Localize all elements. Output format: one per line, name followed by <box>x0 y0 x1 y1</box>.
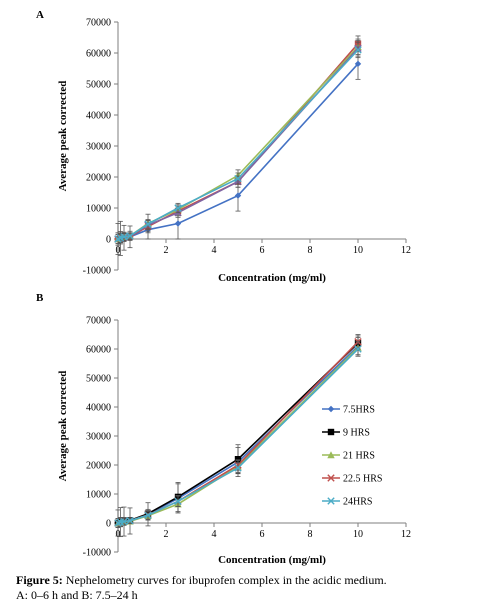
data-point <box>234 464 242 472</box>
data-point <box>174 497 182 505</box>
x-tick-label: 12 <box>401 529 411 540</box>
legend-item: 9 HRS <box>322 428 370 439</box>
x-tick-label: 12 <box>401 245 411 256</box>
series-line <box>117 347 359 524</box>
y-axis-title: Average peak corrected <box>57 81 69 192</box>
y-tick-label: -10000 <box>83 266 111 277</box>
data-point <box>354 60 362 68</box>
x-tick-label: 6 <box>260 529 265 540</box>
x-tick-label: 4 <box>212 245 217 256</box>
series-line <box>117 345 359 524</box>
y-tick-label: 60000 <box>86 345 111 356</box>
legend-label: 7.5HRS <box>343 405 375 416</box>
data-point <box>144 511 152 519</box>
series-2 <box>114 35 362 245</box>
legend-label: 21 HRS <box>343 451 375 462</box>
x-tick-label: 10 <box>353 529 363 540</box>
x-axis-title: Concentration (mg/ml) <box>218 554 326 566</box>
series-5 <box>114 341 362 528</box>
series-3 <box>114 38 362 246</box>
y-axis-title: Average peak corrected <box>57 371 69 482</box>
x-tick-label: 8 <box>308 529 313 540</box>
legend-item: 22.5 HRS <box>322 474 382 485</box>
panel-label: A <box>36 9 44 21</box>
legend-marker <box>327 405 335 413</box>
data-point <box>120 517 128 526</box>
y-tick-label: 20000 <box>86 173 111 184</box>
data-point <box>354 345 362 353</box>
legend-item: 24HRS <box>322 497 372 508</box>
legend-marker <box>327 451 335 459</box>
y-tick-label: 60000 <box>86 49 111 60</box>
data-point <box>354 46 362 54</box>
y-tick-label: 40000 <box>86 111 111 122</box>
caption-line-1: Figure 5: Nephelometry curves for ibupro… <box>16 573 471 588</box>
x-tick-label: 4 <box>212 529 217 540</box>
panel-label: B <box>36 292 44 304</box>
data-point <box>126 516 134 525</box>
data-point <box>234 456 242 463</box>
y-tick-label: 40000 <box>86 403 111 414</box>
y-tick-label: 30000 <box>86 432 111 443</box>
legend-item: 21 HRS <box>322 451 375 462</box>
y-tick-label: 50000 <box>86 374 111 385</box>
data-point <box>174 204 182 212</box>
y-tick-label: 50000 <box>86 80 111 91</box>
x-tick-label: 2 <box>164 245 169 256</box>
legend: 7.5HRS 9 HRS 21 HRS 22.5 HRS 24HRS <box>322 405 382 508</box>
legend-label: 9 HRS <box>343 428 370 439</box>
legend-marker <box>327 428 335 436</box>
data-point <box>144 220 152 228</box>
y-tick-label: -10000 <box>83 548 111 559</box>
legend-item: 7.5HRS <box>322 405 375 416</box>
y-tick-label: 10000 <box>86 490 111 501</box>
legend-label: 24HRS <box>343 497 372 508</box>
chart-panel-a: A -10000 0 10000 20000 30000 40000 50000 60000 70… <box>36 9 411 284</box>
y-tick-label: 0 <box>106 519 111 530</box>
y-tick-label: 70000 <box>86 18 111 29</box>
series-line <box>117 348 359 524</box>
series-5 <box>114 41 362 245</box>
nephelometry-charts: A -10000 0 10000 20000 30000 40000 50000 60000 70… <box>36 9 411 566</box>
series-3 <box>114 339 362 528</box>
caption-line-2: A: 0–6 h and B: 7.5–24 h <box>16 588 138 602</box>
data-point <box>234 192 242 199</box>
legend-marker <box>327 474 335 482</box>
series-line <box>117 63 359 240</box>
legend-marker <box>327 497 335 505</box>
figure-caption: Figure 5: Nephelometry curves for ibupro… <box>16 573 471 603</box>
data-point <box>174 220 182 227</box>
x-axis-title: Concentration (mg/ml) <box>218 272 326 284</box>
data-point <box>234 174 242 183</box>
caption-text: Nephelometry curves for ibuprofen comple… <box>62 573 387 587</box>
series-1 <box>114 336 362 538</box>
y-tick-label: 20000 <box>86 461 111 472</box>
data-point <box>120 233 128 241</box>
series-4 <box>114 40 362 245</box>
chart-panel-b: B -10000 0 10000 20000 30000 40000 50000 60000 70… <box>36 292 411 566</box>
series-line <box>117 342 359 524</box>
legend-label: 22.5 HRS <box>343 474 382 485</box>
series-4 <box>114 334 362 528</box>
x-tick-label: 10 <box>353 245 363 256</box>
y-tick-label: 70000 <box>86 316 111 327</box>
y-tick-label: 10000 <box>86 204 111 215</box>
caption-lead: Figure 5: <box>16 573 63 587</box>
data-point <box>126 232 134 240</box>
y-tick-label: 0 <box>106 235 111 246</box>
y-tick-label: 30000 <box>86 142 111 153</box>
x-tick-label: 6 <box>260 245 265 256</box>
x-tick-label: 2 <box>164 529 169 540</box>
x-tick-label: 8 <box>308 245 313 256</box>
data-point <box>114 519 122 527</box>
